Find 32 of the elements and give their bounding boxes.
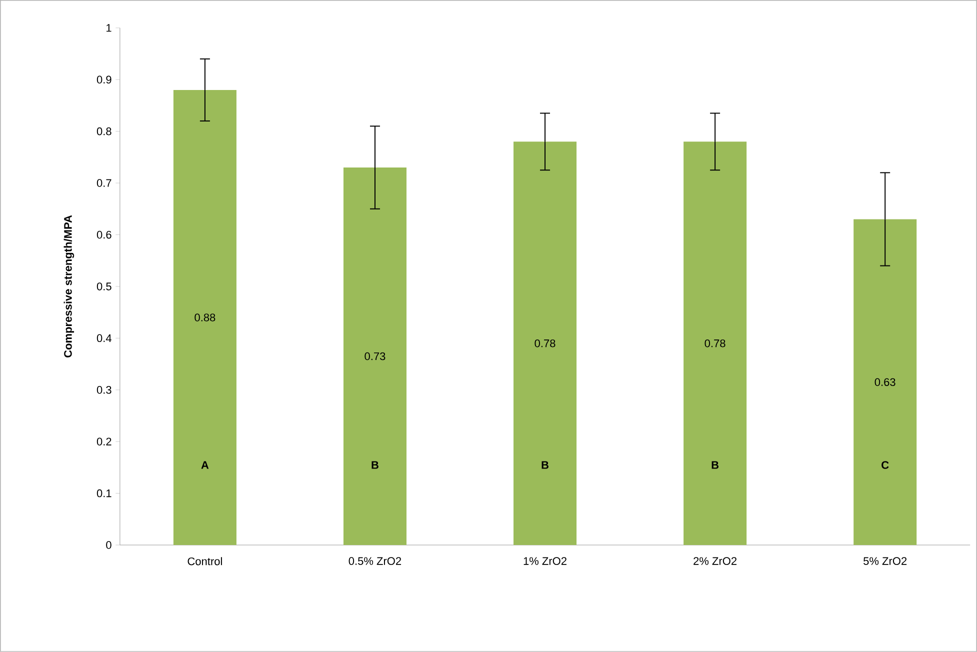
annotation: B xyxy=(712,461,719,469)
x-tick-label: 2% ZrO2 xyxy=(694,557,736,565)
data-label: 0.88 xyxy=(194,314,216,322)
y-axis-title: Compressive strength/MPA xyxy=(64,215,74,358)
y-tick-label: 0.2 xyxy=(96,438,112,446)
bar xyxy=(684,142,747,546)
annotation: A xyxy=(201,461,209,469)
x-tick-label: 1% ZrO2 xyxy=(524,557,566,565)
data-label: 0.78 xyxy=(704,339,726,348)
y-tick-label: 1 xyxy=(106,24,112,32)
data-label: 0.78 xyxy=(534,339,556,348)
annotation: C xyxy=(882,461,889,469)
x-tick-label: 0.5% ZrO2 xyxy=(348,557,402,565)
y-tick-label: 0.4 xyxy=(96,334,112,342)
annotation: B xyxy=(542,461,548,469)
data-label: 0.73 xyxy=(364,352,386,360)
bar xyxy=(514,142,577,546)
bar xyxy=(343,168,406,546)
bar xyxy=(173,90,236,546)
data-label: 0.63 xyxy=(874,378,896,386)
x-tick-label: 5% ZrO2 xyxy=(864,557,907,565)
y-tick-label: 0.6 xyxy=(96,230,112,239)
y-tick-label: 0.7 xyxy=(96,179,112,187)
bar xyxy=(854,219,917,546)
y-tick-label: 0 xyxy=(106,541,112,549)
y-tick-label: 0.3 xyxy=(96,386,112,394)
y-tick-label: 0.9 xyxy=(96,76,112,84)
y-tick-label: 0.1 xyxy=(96,489,112,498)
y-tick-label: 0.8 xyxy=(96,127,112,136)
annotation: B xyxy=(372,461,378,469)
y-tick-label: 0.5 xyxy=(96,282,112,290)
x-tick-label: Control xyxy=(188,557,222,566)
